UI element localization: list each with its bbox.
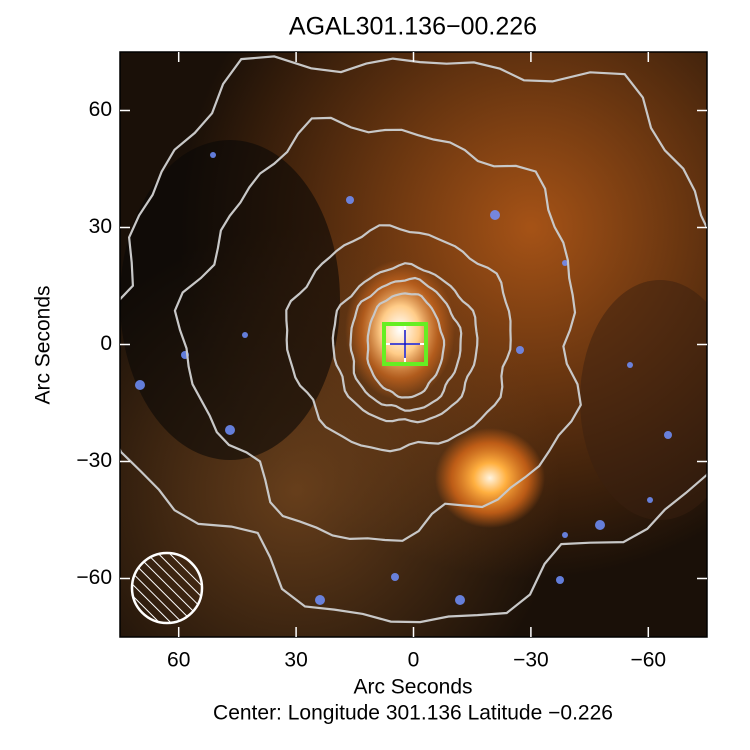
x-tick-label: 0 [408,649,420,672]
caption: Center: Longitude 301.136 Latitude −0.22… [213,702,613,725]
star [595,520,605,530]
contour [349,276,463,412]
y-tick-label: 0 [100,332,112,355]
star [315,595,325,605]
x-tick-label: 60 [167,649,190,672]
y-tick-label: 60 [89,98,112,121]
x-tick-label: −60 [630,649,666,672]
star [627,362,633,368]
star [210,152,216,158]
star [391,573,399,581]
star [346,196,354,204]
star [242,332,248,338]
chart-title: AGAL301.136−00.226 [289,13,537,41]
y-tick-label: −60 [76,566,112,589]
star [664,431,672,439]
star [516,346,524,354]
y-tick-label: 30 [89,215,112,238]
star [562,260,568,266]
star [562,532,568,538]
contour [120,55,707,624]
contour [331,262,479,424]
contour [366,292,446,399]
star [135,380,145,390]
star [647,497,653,503]
source-box [382,322,428,366]
sky-image [120,52,707,637]
y-axis-label: Arc Seconds [32,285,55,404]
star [455,595,465,605]
contour [173,116,582,542]
x-tick-label: 30 [284,649,307,672]
star [556,576,564,584]
x-tick-label: −30 [513,649,549,672]
x-axis-label: Arc Seconds [353,676,472,699]
star [225,425,235,435]
beam [130,551,204,625]
star [490,210,500,220]
contour [285,224,512,453]
y-tick-label: −30 [76,449,112,472]
